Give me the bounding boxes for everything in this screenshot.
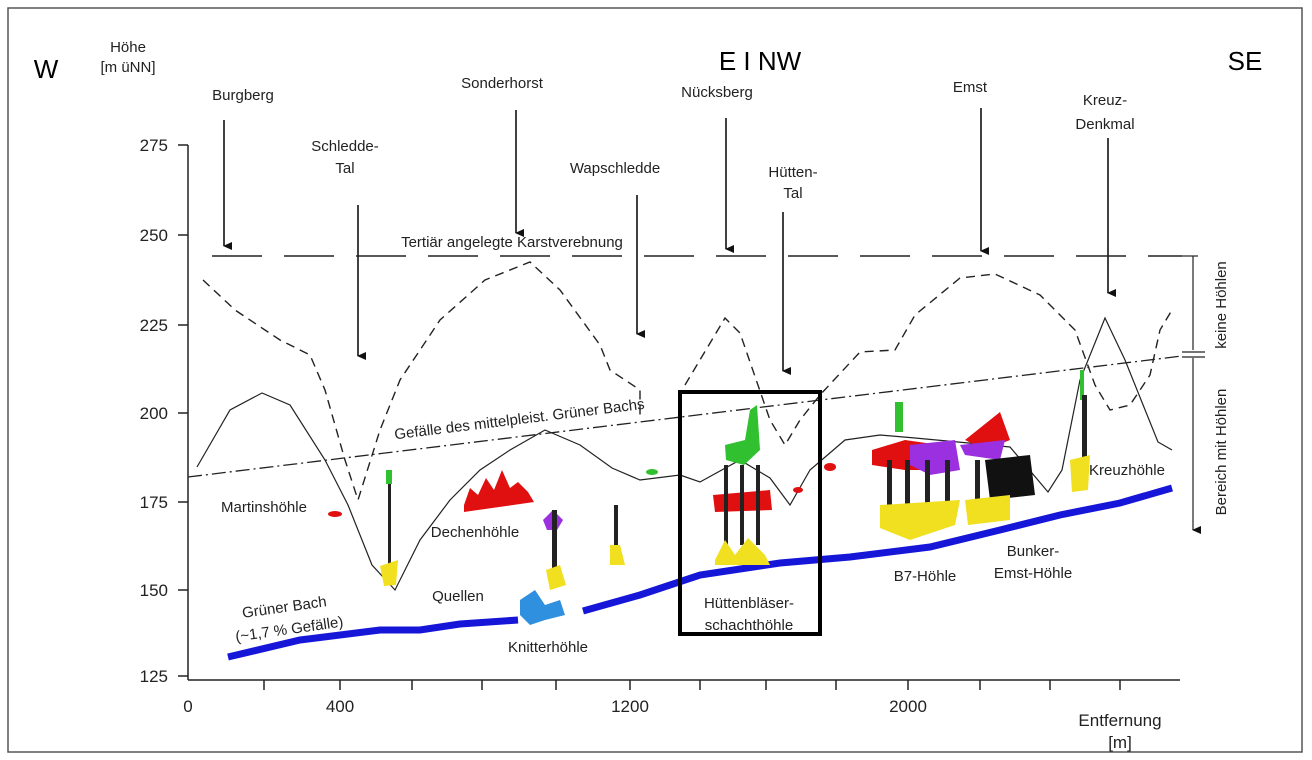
y-tick: 125 — [140, 667, 168, 686]
place: Tal — [335, 160, 354, 177]
place: Nücksberg — [681, 84, 753, 101]
x-title: Entfernung — [1078, 711, 1161, 730]
y-tick: 275 — [140, 136, 168, 155]
east-label: SE — [1228, 46, 1263, 76]
x-tick: 400 — [326, 697, 354, 716]
place: Kreuz- — [1083, 92, 1127, 109]
cave-label: Knitterhöhle — [508, 639, 588, 656]
cave-label: Emst-Höhle — [994, 565, 1072, 582]
place: Emst — [953, 79, 988, 96]
middle-label: E I NW — [719, 46, 802, 76]
y-tick: 250 — [140, 226, 168, 245]
place: Schledde- — [311, 138, 379, 155]
places: Burgberg Sonderhorst Nücksberg Emst Kreu… — [212, 75, 1134, 202]
x-ticks: 0 400 1200 2000 Entfernung [m] — [183, 697, 1161, 752]
cross-section: 275 250 225 200 175 150 125 0 400 1200 2… — [0, 0, 1312, 760]
plateau-label: Tertiär angelegte Karstverebnung — [401, 234, 623, 251]
cave-label: schachthöhle — [705, 617, 793, 634]
unit-label: Höhe — [110, 39, 146, 56]
cave-label: Quellen — [432, 588, 484, 605]
place: Burgberg — [212, 87, 274, 104]
place: Wapschledde — [570, 160, 660, 177]
x-tick: 1200 — [611, 697, 649, 716]
caves — [328, 370, 1090, 625]
x-tick: 2000 — [889, 697, 927, 716]
slope-label: Gefälle des mittelpleist. Grüner Bachs — [393, 396, 645, 444]
place: Denkmal — [1075, 116, 1134, 133]
y-ticks: 275 250 225 200 175 150 125 — [140, 136, 168, 686]
place: Sonderhorst — [461, 75, 544, 92]
cave-label: Kreuzhöhle — [1089, 462, 1165, 479]
cave-label: Bunker- — [1007, 543, 1060, 560]
x-unit: [m] — [1108, 733, 1132, 752]
cave-label: Martinshöhle — [221, 499, 307, 516]
unit-label: [m üNN] — [100, 59, 155, 76]
y-tick: 200 — [140, 404, 168, 423]
y-tick: 225 — [140, 316, 168, 335]
zone-bracket — [1182, 256, 1205, 530]
place: Hütten- — [768, 164, 817, 181]
dashed-profile — [203, 262, 640, 500]
x-tick: 0 — [183, 697, 192, 716]
cave-label: Dechenhöhle — [431, 524, 519, 541]
place: Tal — [783, 185, 802, 202]
y-tick: 175 — [140, 493, 168, 512]
west-label: W — [34, 54, 59, 84]
dashed-profile — [685, 274, 1172, 445]
cave-label: Hüttenbläser- — [704, 595, 794, 612]
cave-label: B7-Höhle — [894, 568, 957, 585]
y-tick: 150 — [140, 581, 168, 600]
river — [583, 488, 1172, 611]
zone-label: Bereich mit Höhlen — [1213, 389, 1230, 516]
slope-line — [188, 356, 1182, 477]
zone-label: keine Höhlen — [1213, 261, 1230, 349]
